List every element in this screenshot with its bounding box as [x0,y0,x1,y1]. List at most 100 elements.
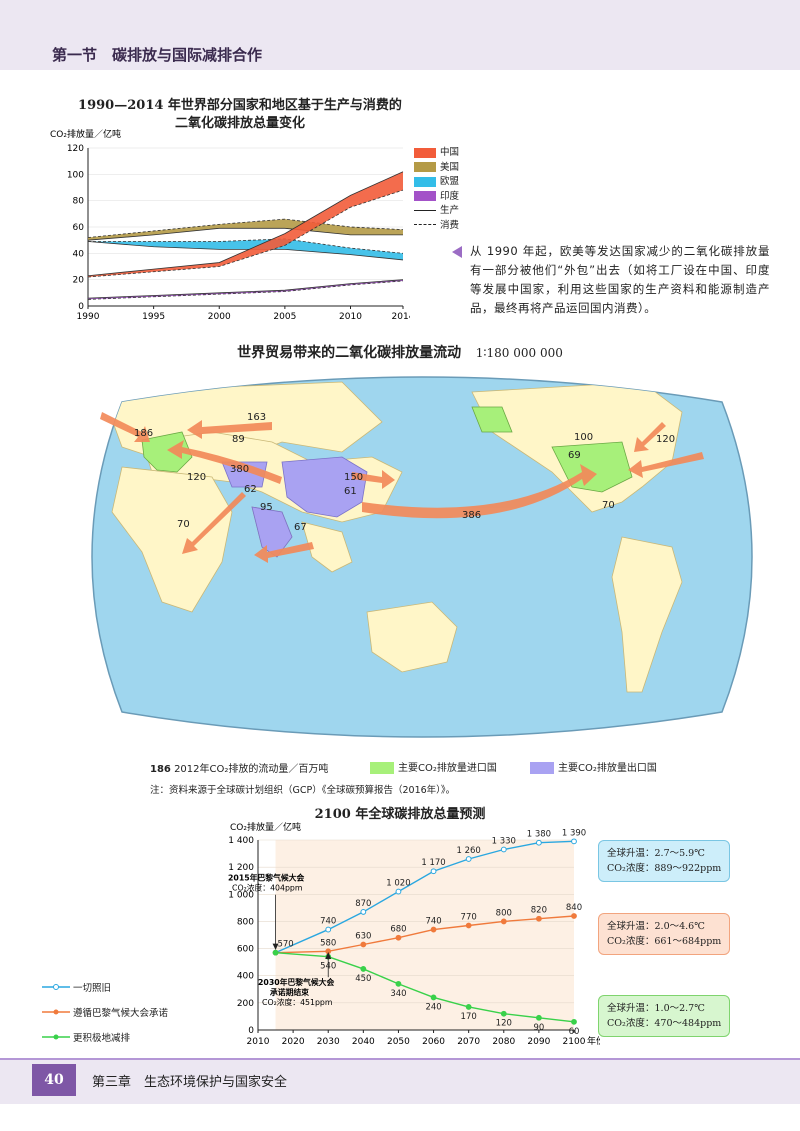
alaska-importer [471,406,513,433]
legend-swatch-export [530,762,554,774]
chart2-data-label: 800 [496,908,512,918]
chart2-point [535,839,542,846]
legend-swatch-usa [414,162,436,172]
chart2-data-label: 680 [390,925,406,935]
legend-import-text: 主要CO₂排放量进口国 [398,763,497,774]
flow-label: 100 [574,432,593,443]
chart1-legend: 中国 美国 欧盟 印度 生产 消费 [414,146,459,233]
chart2-ytick: 1 000 [228,890,254,900]
chart2-point [430,926,437,933]
flow-arrow-southasia [254,542,314,563]
map-title: 世界贸易带来的二氧化碳排放量流动 [237,345,462,361]
chart2-point [395,888,402,895]
chart1-xtick: 1990 [77,312,100,322]
chart1-ylabel: CO₂排放量／亿吨 [50,128,121,140]
flow-arrows [100,412,704,563]
map-legend-flow: 186 2012年CO₂排放的流动量／百万吨 [150,760,328,775]
chart2-data-label: 770 [461,913,477,923]
chart2-xtick: 2080 [492,1037,515,1047]
chart2-xlabel: 年份 [587,1035,600,1047]
header-bar [0,0,800,70]
legend-export-text: 主要CO₂排放量出口国 [558,763,657,774]
flow-label: 186 [134,428,153,439]
flow-label: 380 [230,464,249,475]
chart2-point [325,926,332,933]
forecast-box-line: 全球升温：2.7～5.9℃ [607,848,705,859]
chart2-point [360,941,367,948]
chart2-ytick: 1 400 [228,836,254,846]
legend-label-business: 一切照旧 [73,983,112,994]
chart1-production-line [87,227,403,241]
chart2-data-label: 1 170 [421,858,445,868]
chart2-point [272,949,279,956]
chart2-data-label: 630 [355,932,371,942]
forecast-box-line: CO₂浓度：470～484ppm [607,1018,722,1029]
flow-label: 386 [462,510,481,521]
chart2-data-label: 870 [355,899,371,909]
chart2-point [395,980,402,987]
chart2-legend: 一切照旧 遵循巴黎气候大会承诺 更积极地减排 [42,976,168,1051]
legend-swatch-china [414,147,436,158]
flow-arrow-west-europe [100,412,150,442]
flow-label: 69 [568,450,581,461]
chart2-point [535,1014,542,1021]
chart1-xtick: 2005 [273,312,296,322]
chart2-point [500,1010,507,1017]
chart2-data-label: 840 [566,903,582,913]
chart2-point [430,994,437,1001]
chart2-data-label: 1 390 [562,828,586,838]
forecast-box-strict: 全球升温：1.0～2.7℃ CO₂浓度：470～484ppm [598,995,731,1037]
chart2-point [500,846,507,853]
legend-strict-reduction: 更积极地减排 [42,1026,168,1051]
chart2-data-label: 340 [390,989,406,999]
chart2-xtick: 2020 [282,1037,305,1047]
forecast-box-line: 全球升温：2.0～4.6℃ [607,921,705,932]
chart2-annotation-2030: CO₂浓度：451ppm [262,997,332,1007]
chart2-xtick: 2060 [422,1037,445,1047]
legend-line-production [414,209,436,212]
southeast-asia-land [301,521,353,573]
chart2-point [465,922,472,929]
chart1-ytick: 100 [67,170,84,180]
chart2-point [571,913,577,919]
chart2-point [395,934,402,941]
legend-production: 生产 [414,204,459,219]
chart2-data-label: 120 [496,1019,512,1029]
chart2-data-label: 450 [355,974,371,984]
legend-line-business [42,984,70,990]
chart2-point [500,918,507,925]
map-source-note: 注：资料来源于全球碳计划组织（GCP）《全球碳预算报告（2016年）》。 [150,785,456,796]
africa-land [111,466,233,613]
legend-label-eu: 欧盟 [440,176,460,187]
chart1-consumption-line [87,280,404,300]
map-legend-export: 主要CO₂排放量出口国 [530,759,657,774]
chart2-annotation-arrowhead [272,943,279,950]
flow-arrow-china-europe [167,440,282,484]
legend-label-production: 生产 [440,205,460,216]
chart2-data-label: 740 [320,917,336,927]
legend-paris-commitment: 遵循巴黎气候大会承诺 [42,1001,168,1026]
chart1-ytick: 120 [67,144,84,154]
chart2-data-label: 60 [569,1027,580,1037]
chart2-point [535,915,542,922]
chart2-data-label: 1 380 [527,830,551,840]
chart1-xtick: 2000 [208,312,231,322]
chart2-point [465,1004,472,1010]
chart1-ytick: 60 [73,223,85,233]
chart2-ytick: 600 [237,945,254,955]
forecast-box-line: CO₂浓度：661～684ppm [607,936,722,947]
chart1-consumption-line [87,218,404,238]
chart1-band [88,219,403,241]
emissions-history-chart: CO₂排放量／亿吨 0 20 40 60 80 100 120 1990 1995 2000 2005… [50,128,410,322]
legend-label-india: 印度 [440,190,460,202]
legend-business-as-usual: 一切照旧 [42,976,168,1001]
flow-label: 62 [244,484,257,495]
chart2-point [571,1018,577,1025]
legend-india: 印度 [414,190,459,205]
chart1-production-line [87,279,404,299]
chart2-ytick: 800 [237,917,254,927]
chart1-title-line2: 二氧化碳排放总量变化 [174,116,305,131]
chart2-point [465,856,472,862]
chart2-data-label: 240 [425,1002,441,1012]
flow-label: 95 [260,502,273,513]
